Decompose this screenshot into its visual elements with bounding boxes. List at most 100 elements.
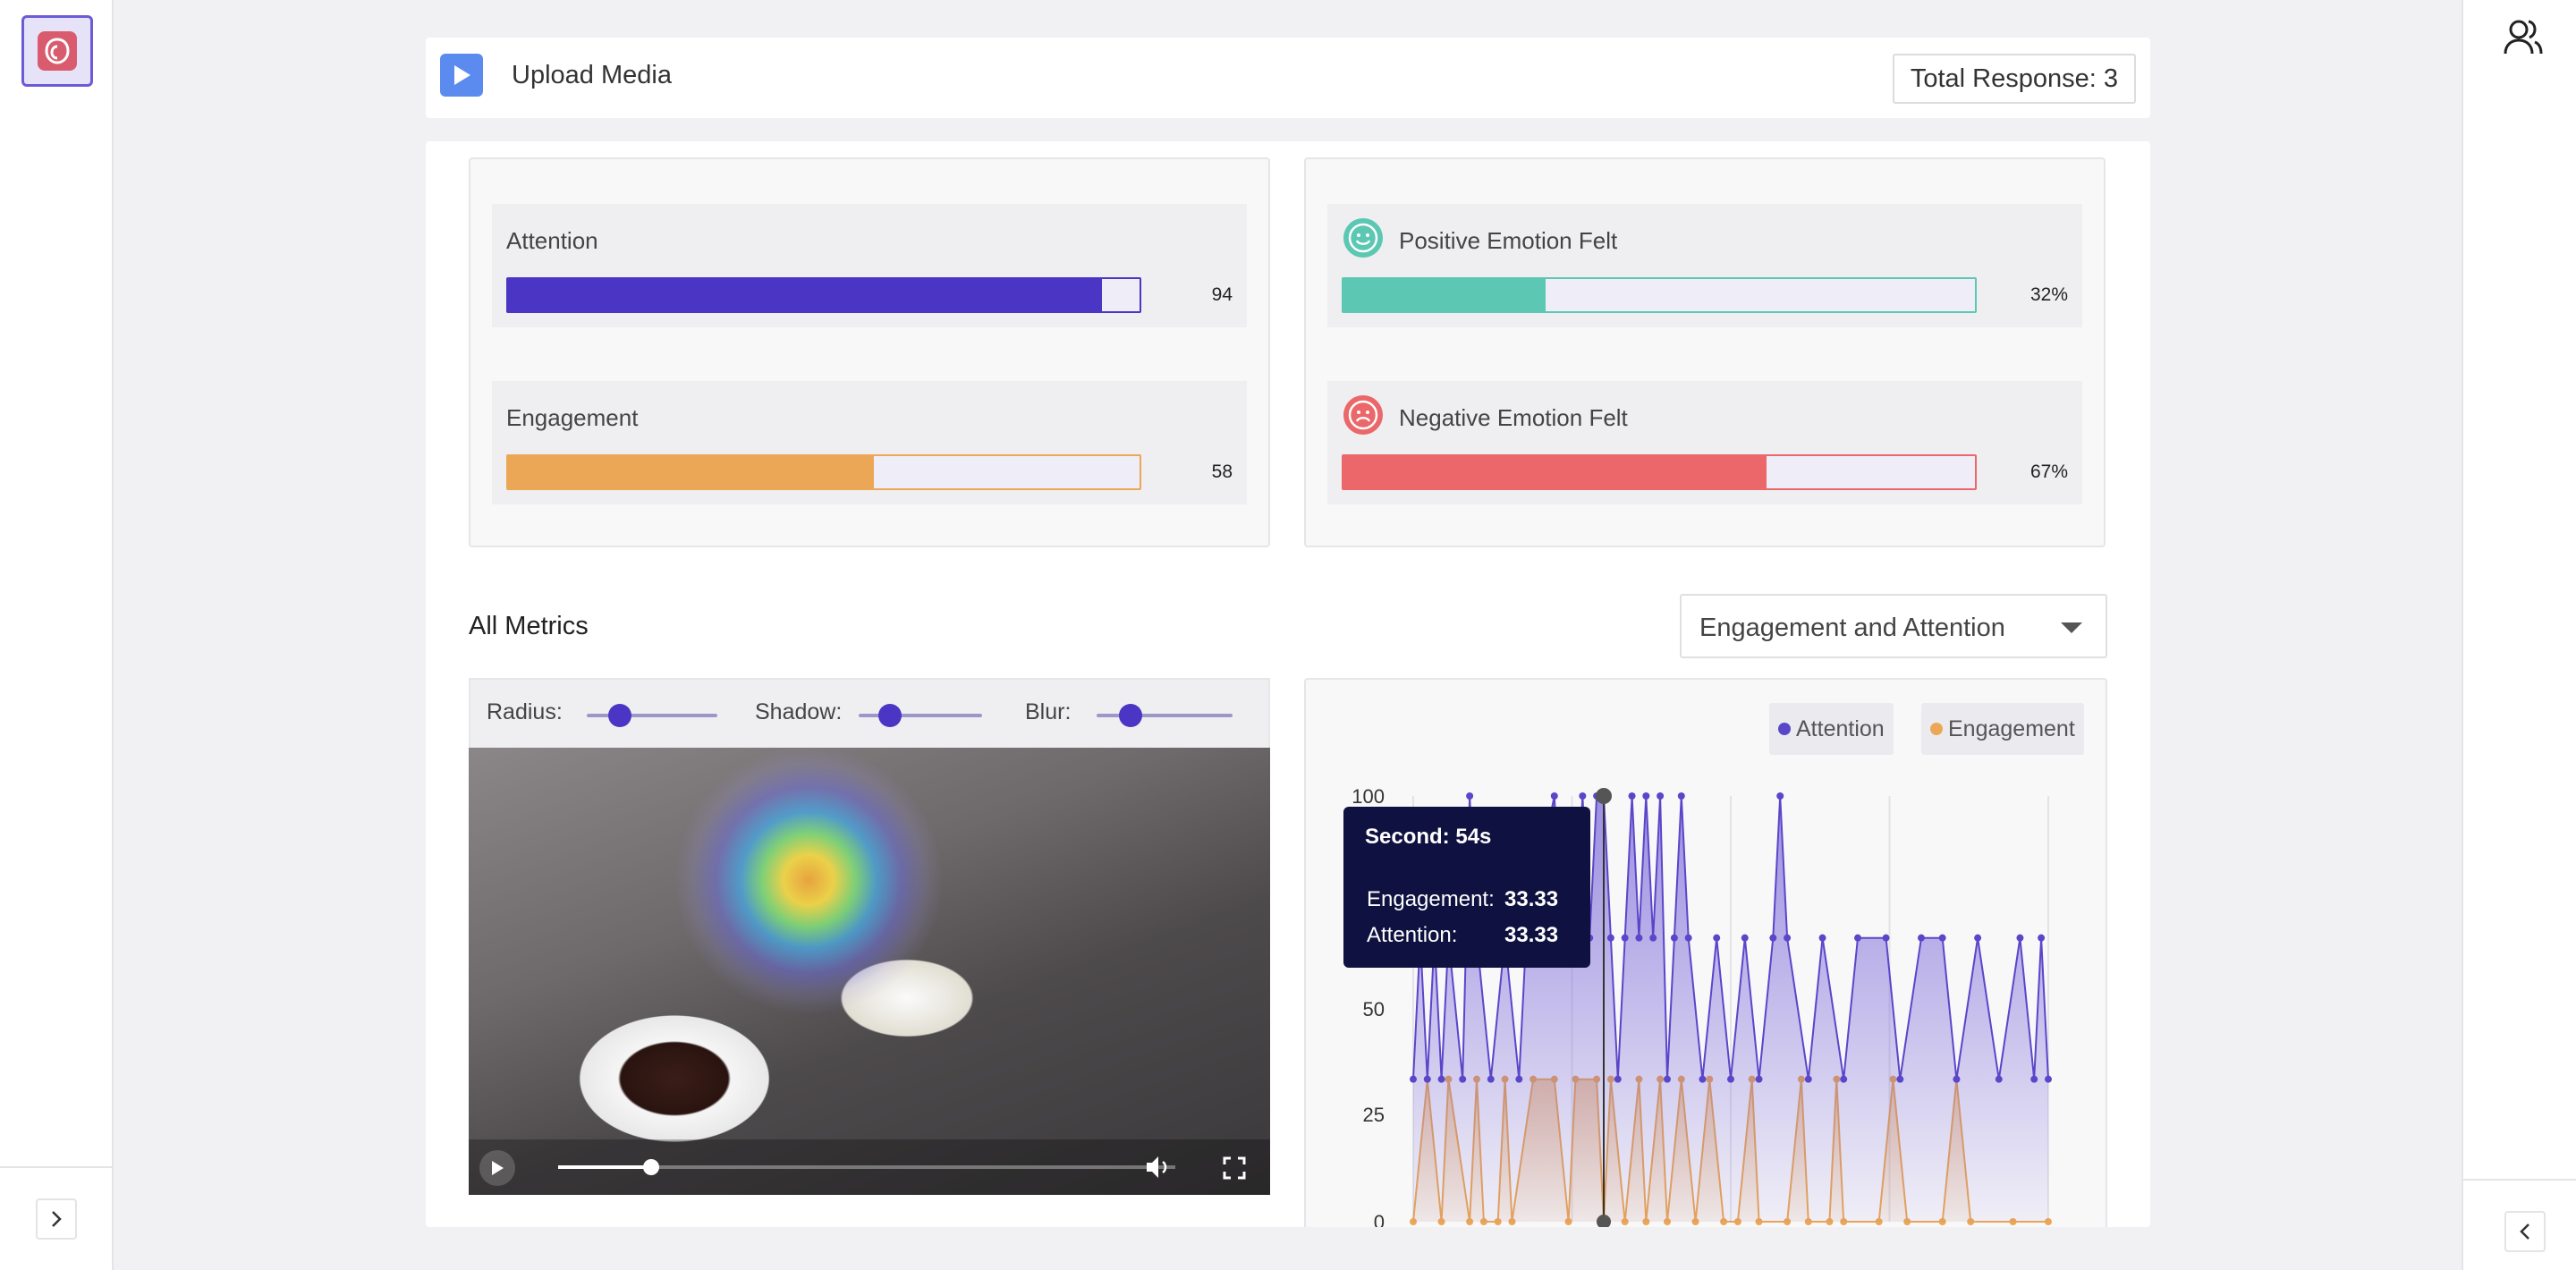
heatmap-video[interactable] [469,748,1270,1195]
radius-slider[interactable] [587,704,717,727]
tooltip-title: Second: 54s [1365,825,1492,849]
users-icon[interactable] [2503,16,2544,57]
data-point-attention [1699,1075,1707,1083]
tooltip-label: Attention: [1367,923,1458,947]
data-point-attention [1953,1075,1961,1083]
legend-dot [1778,723,1791,735]
data-point-attention [1755,1075,1763,1083]
data-point-attention [1649,934,1657,942]
data-point-attention [1840,1075,1848,1083]
data-point-attention [1769,934,1777,942]
data-point-attention [1487,1075,1495,1083]
engagement-bar-fill [508,456,875,488]
metric-label: Positive Emotion Felt [1399,227,1618,254]
negative-emotion-bar [1342,454,1977,490]
expand-sidebar-button[interactable] [36,1198,77,1240]
data-point-attention [1741,934,1749,942]
metric-label: Attention [506,227,598,254]
legend-dot [1930,723,1943,735]
negative-emotion-metric: Negative Emotion Felt 67% [1327,381,2082,504]
legend-attention[interactable]: Attention [1769,703,1894,755]
page-title: Upload Media [512,61,672,89]
video-scrubber[interactable] [558,1159,1175,1175]
caret-down-icon [2061,622,2082,633]
positive-emotion-bar-fill [1343,279,1546,311]
header-bar: Upload Media Total Response: 3 [426,38,2150,118]
data-point-attention [1818,934,1826,942]
metric-value: 94 [1211,284,1233,305]
app-logo[interactable] [21,15,93,87]
data-point-attention [1657,792,1665,800]
volume-icon [1147,1156,1167,1178]
data-point-attention [1606,934,1614,942]
total-response-badge: Total Response: 3 [1892,54,2136,104]
data-point-attention [1784,934,1792,942]
slider-handle[interactable] [1119,704,1142,727]
data-point-attention [1713,934,1721,942]
frown-icon [1343,395,1383,435]
tooltip-value: 33.33 [1504,923,1559,947]
chevron-left-icon [2520,1223,2529,1240]
tooltip-value: 33.33 [1504,887,1559,911]
hover-marker-top [1596,788,1612,804]
legend-label: Engagement [1948,715,2075,741]
data-point-attention [1684,934,1692,942]
data-point-attention [1423,1075,1431,1083]
data-point-attention [1550,792,1558,800]
negative-emotion-bar-fill [1343,456,1767,488]
fullscreen-button[interactable] [1222,1156,1247,1181]
metrics-chart: Attention Engagement 100 50 25 0 Second: 54… [1304,678,2107,1227]
section-title: All Metrics [469,612,589,640]
smile-icon [1343,218,1383,258]
slider-handle[interactable] [607,704,631,727]
volume-button[interactable] [1143,1152,1174,1182]
positive-emotion-bar [1342,277,1977,313]
y-tick-label: 50 [1363,998,1385,1020]
chart-tooltip: Second: 54s Engagement: 33.33 Attention:… [1343,807,1590,968]
legend-engagement[interactable]: Engagement [1921,703,2084,755]
metric-dropdown[interactable]: Engagement and Attention [1680,594,2107,658]
engagement-bar [506,454,1141,490]
main-content: Attention 94 Engagement 58 Positive Emot… [426,141,2150,1227]
heatmap-controls: Radius: Shadow: Blur: [469,678,1270,748]
slider-handle[interactable] [877,704,902,727]
data-point-attention [2038,934,2046,942]
chevron-right-icon [52,1211,62,1227]
collapse-sidebar-button[interactable] [2504,1211,2546,1252]
data-point-attention [1804,1075,1812,1083]
data-point-attention [1459,1075,1467,1083]
scrubber-handle[interactable] [642,1159,659,1175]
tooltip-engagement-row: Engagement: 33.33 [1367,887,1558,912]
data-point-attention [1642,792,1650,800]
blur-slider[interactable] [1097,704,1233,727]
radius-label: Radius: [487,699,563,724]
data-point-attention [1882,934,1890,942]
data-point-attention [1896,1075,1904,1083]
data-point-attention [1628,792,1636,800]
data-point-attention [1854,934,1861,942]
shadow-label: Shadow: [755,699,843,724]
data-point-attention [1664,1075,1671,1083]
data-point-attention [1515,1075,1523,1083]
emotion-panel: Positive Emotion Felt 32% Negative Emoti… [1304,157,2106,547]
play-icon [492,1161,504,1175]
data-point-attention [1437,1075,1445,1083]
play-button[interactable] [479,1150,515,1186]
shadow-slider[interactable] [859,704,982,727]
sidebar-divider [2463,1179,2576,1181]
data-point-attention [2016,934,2024,942]
scrubber-progress [558,1165,651,1169]
data-point-attention [1579,792,1587,800]
blur-label: Blur: [1025,699,1072,724]
left-sidebar [0,0,114,1270]
engagement-metric: Engagement 58 [492,381,1247,504]
attention-bar-fill [508,279,1102,311]
y-tick-label: 100 [1352,785,1385,808]
dropdown-value: Engagement and Attention [1699,614,2005,642]
series-area-attention [1413,796,2048,1222]
play-media-icon[interactable] [440,54,483,97]
data-point-attention [1995,1075,2003,1083]
data-point-attention [1918,934,1925,942]
metric-value: 32% [2029,284,2068,305]
data-point-attention [1974,934,1982,942]
